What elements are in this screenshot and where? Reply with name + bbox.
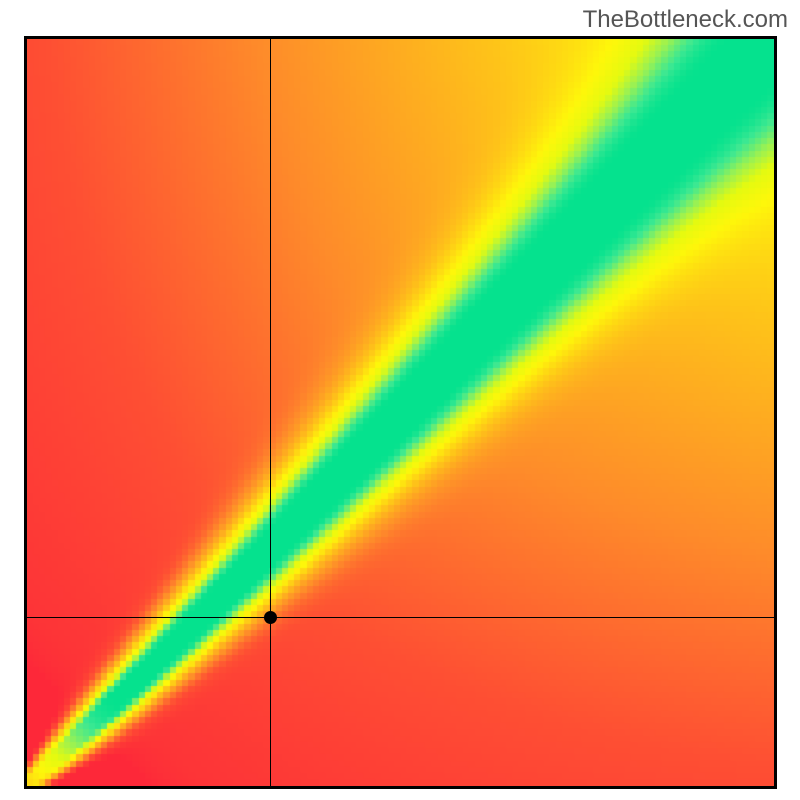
heatmap-canvas <box>27 39 774 786</box>
chart-container: { "watermark": { "text": "TheBottleneck.… <box>0 0 800 800</box>
watermark-text: TheBottleneck.com <box>583 6 788 34</box>
